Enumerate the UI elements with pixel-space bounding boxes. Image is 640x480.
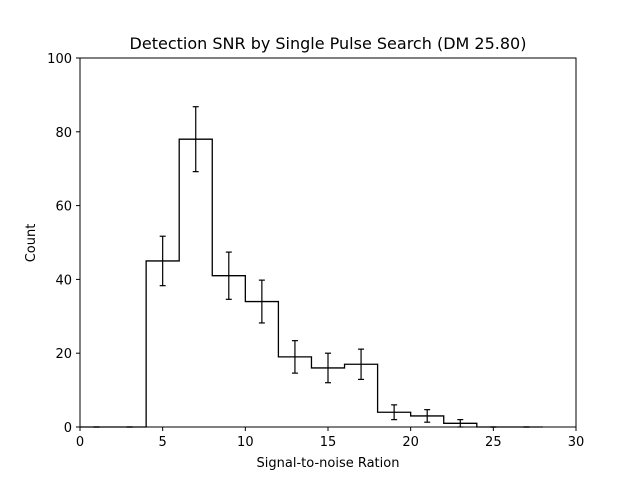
plot-area: 0 5 10 15 20 25 30 0 20 40 60 80 100 xyxy=(47,52,584,450)
chart-title: Detection SNR by Single Pulse Search (DM… xyxy=(130,34,527,53)
x-tick-label: 20 xyxy=(402,435,419,450)
y-axis-label: Count xyxy=(24,224,39,263)
x-tick-label: 5 xyxy=(159,435,167,450)
histogram-step-line xyxy=(80,138,543,428)
y-tick-label: 80 xyxy=(55,126,72,141)
x-tick-label: 25 xyxy=(485,435,502,450)
y-tick-label: 0 xyxy=(64,421,72,436)
x-tick-label: 15 xyxy=(320,435,337,450)
x-tick-label: 10 xyxy=(237,435,254,450)
x-tick-label: 0 xyxy=(76,435,84,450)
y-tick-label: 60 xyxy=(55,200,72,215)
y-tick-label: 100 xyxy=(47,52,72,67)
x-axis-label: Signal-to-noise Ration xyxy=(257,456,400,471)
y-tick-label: 40 xyxy=(55,273,72,288)
x-tick-label: 30 xyxy=(568,435,585,450)
y-tick-label: 20 xyxy=(55,347,72,362)
